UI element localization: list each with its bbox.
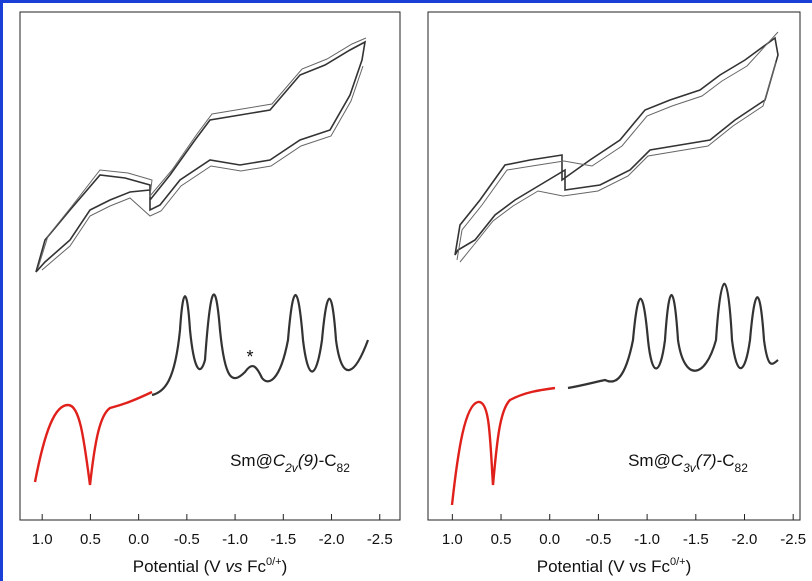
compound-label: Sm@C3v(7)-C82 [628,451,748,475]
x-tick-label: -2.0 [319,531,345,548]
compound-label-part: 82 [735,461,749,475]
x-tick-label: 1.0 [442,531,463,548]
x-tick-label: 1.0 [32,531,53,548]
compound-label-part: (7) [696,451,717,470]
x-axis-label-part: ) [686,557,692,576]
dpv-oxidation [450,386,556,506]
x-tick-label: 0.5 [491,531,512,548]
cv-curve [454,31,779,263]
x-tick-label: -1.5 [270,531,296,548]
x-tick-label: -0.5 [585,531,611,548]
x-tick-label: -2.0 [732,531,758,548]
dpv-reduction [151,293,370,397]
compound-label-part: (9) [298,451,319,470]
panel-frame [19,11,401,521]
panel-frame [427,11,801,521]
compound-label-part: 3v [683,461,697,475]
x-axis-label-part: Potential (V [133,557,226,576]
compound-label-part: -C [717,451,735,470]
x-tick-label: 0.0 [128,531,149,548]
x-axis-label-part: 0/+ [266,556,282,568]
x-tick-label: 0.0 [539,531,560,548]
x-tick-label: -1.0 [634,531,660,548]
x-tick-label: -0.5 [174,531,200,548]
x-tick-label: -1.5 [683,531,709,548]
compound-label-part: -C [319,451,337,470]
dpv-reduction [567,282,779,390]
x-tick-label: -2.5 [780,531,806,548]
dpv-oxidation [33,390,153,486]
cv-curve [35,37,367,273]
x-axis-label-part: Potential (V vs Fc [537,557,671,576]
x-tick-label: 0.5 [80,531,101,548]
x-tick-label: -2.5 [367,531,393,548]
compound-label-part: 82 [337,461,351,475]
compound-label-part: Sm@ [628,451,671,470]
x-axis-label-part: Fc [242,557,266,576]
x-axis-label: Potential (V vs Fc0/+) [133,556,288,577]
compound-label-part: 2v [284,461,299,475]
x-axis-label-part: 0/+ [670,556,686,568]
compound-label-part: C [273,451,286,470]
x-axis-label: Potential (V vs Fc0/+) [537,556,692,577]
compound-label: Sm@C2v(9)-C82 [230,451,350,475]
x-axis-label-part: ) [282,557,288,576]
x-axis-label-part: vs [225,557,243,576]
compound-label-part: Sm@ [230,451,273,470]
annotation: * [246,347,253,367]
compound-label-part: C [671,451,684,470]
x-tick-label: -1.0 [222,531,248,548]
